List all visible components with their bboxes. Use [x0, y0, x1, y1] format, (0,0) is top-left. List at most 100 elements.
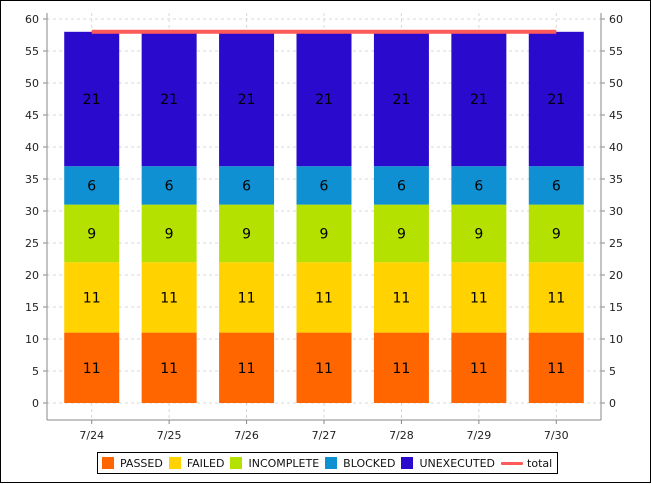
bar-blocked-7-29: [451, 166, 507, 205]
legend-swatch-unexecuted: [401, 457, 414, 469]
bar-incomplete-7-26: [219, 204, 275, 263]
bar-label-unexecuted-7-29: 21: [470, 92, 488, 108]
bar-label-unexecuted-7-25: 21: [160, 92, 178, 108]
ytick-label-right-20: 20: [609, 269, 623, 282]
bar-label-blocked-7-26: 6: [242, 178, 251, 194]
bar-label-blocked-7-24: 6: [87, 178, 96, 194]
chart-legend: PASSED FAILED INCOMPLETE BLOCKED UNEXECUTED t…: [97, 452, 559, 474]
ytick-label-left-60: 60: [25, 13, 39, 26]
bar-label-blocked-7-28: 6: [397, 178, 406, 194]
legend-label-unexecuted: UNEXECUTED: [419, 456, 496, 470]
bar-unexecuted-7-27: [296, 31, 352, 167]
xtick-label-7-25: 7/25: [157, 429, 182, 442]
bar-label-unexecuted-7-28: 21: [393, 92, 411, 108]
bar-label-passed-7-26: 11: [238, 361, 256, 377]
ytick-label-right-5: 5: [609, 365, 616, 378]
legend-swatch-incomplete: [230, 457, 243, 469]
bar-label-incomplete-7-27: 9: [320, 226, 329, 242]
ytick-label-left-30: 30: [25, 205, 39, 218]
bar-label-unexecuted-7-26: 21: [238, 92, 256, 108]
bar-unexecuted-7-30: [528, 31, 584, 167]
bar-unexecuted-7-29: [451, 31, 507, 167]
ytick-label-right-15: 15: [609, 301, 623, 314]
ytick-label-left-10: 10: [25, 333, 39, 346]
bar-unexecuted-7-28: [373, 31, 429, 167]
bar-failed-7-25: [141, 262, 197, 333]
ytick-label-left-0: 0: [32, 397, 39, 410]
legend-item-unexecuted: UNEXECUTED: [401, 457, 495, 470]
ytick-label-right-35: 35: [609, 173, 623, 186]
bar-label-unexecuted-7-24: 21: [83, 92, 101, 108]
ytick-label-right-25: 25: [609, 237, 623, 250]
bar-blocked-7-26: [219, 166, 275, 205]
legend-swatch-passed: [102, 457, 114, 469]
ytick-label-left-45: 45: [25, 109, 39, 122]
bar-incomplete-7-29: [451, 204, 507, 263]
ytick-label-right-40: 40: [609, 141, 623, 154]
bar-label-incomplete-7-30: 9: [552, 226, 561, 242]
bar-label-failed-7-30: 11: [547, 290, 565, 306]
bar-label-blocked-7-29: 6: [474, 178, 483, 194]
legend-swatch-total: [501, 461, 524, 465]
legend-item-failed: FAILED: [168, 456, 225, 470]
ytick-label-right-0: 0: [609, 397, 616, 410]
legend-label-passed: PASSED: [120, 456, 163, 470]
bar-blocked-7-24: [64, 166, 120, 205]
xtick-label-7-28: 7/28: [389, 429, 414, 442]
legend-label-failed: FAILED: [186, 456, 225, 470]
ytick-label-left-50: 50: [25, 77, 39, 90]
ytick-label-right-60: 60: [609, 13, 623, 26]
ytick-label-right-10: 10: [609, 333, 623, 346]
ytick-label-left-15: 15: [25, 301, 39, 314]
bar-failed-7-30: [528, 262, 584, 333]
bar-failed-7-24: [64, 262, 120, 333]
bar-label-blocked-7-30: 6: [552, 178, 561, 194]
bar-label-unexecuted-7-30: 21: [547, 92, 565, 108]
bar-unexecuted-7-24: [64, 31, 120, 167]
bar-unexecuted-7-26: [219, 31, 275, 167]
bar-passed-7-30: [528, 332, 584, 403]
xtick-label-7-27: 7/27: [312, 429, 337, 442]
bar-label-blocked-7-25: 6: [165, 178, 174, 194]
bar-label-failed-7-25: 11: [160, 290, 178, 306]
ytick-label-left-40: 40: [25, 141, 39, 154]
bar-passed-7-26: [219, 332, 275, 403]
bar-blocked-7-28: [373, 166, 429, 205]
bar-incomplete-7-28: [373, 204, 429, 263]
bar-passed-7-27: [296, 332, 352, 403]
bar-blocked-7-30: [528, 166, 584, 205]
bar-label-failed-7-28: 11: [393, 290, 411, 306]
bar-unexecuted-7-25: [141, 31, 197, 167]
legend-label-blocked: BLOCKED: [343, 456, 396, 470]
bar-label-passed-7-30: 11: [547, 361, 565, 377]
bar-label-incomplete-7-29: 9: [474, 226, 483, 242]
bar-passed-7-25: [141, 332, 197, 403]
legend-item-passed: PASSED: [102, 457, 163, 470]
xtick-label-7-29: 7/29: [467, 429, 492, 442]
legend-item-total: total: [501, 457, 552, 470]
bar-incomplete-7-27: [296, 204, 352, 263]
legend-swatch-blocked: [325, 457, 338, 469]
bar-incomplete-7-24: [64, 204, 120, 263]
bar-label-failed-7-29: 11: [470, 290, 488, 306]
ytick-label-left-25: 25: [25, 237, 39, 250]
xtick-label-7-30: 7/30: [544, 429, 569, 442]
bar-passed-7-28: [373, 332, 429, 403]
bar-label-failed-7-24: 11: [83, 290, 101, 306]
ytick-label-left-35: 35: [25, 173, 39, 186]
bar-failed-7-26: [219, 262, 275, 333]
legend-label-incomplete: INCOMPLETE: [248, 456, 320, 470]
xtick-label-7-26: 7/26: [234, 429, 259, 442]
bar-label-incomplete-7-28: 9: [397, 226, 406, 242]
bar-label-passed-7-27: 11: [315, 361, 333, 377]
bar-blocked-7-25: [141, 166, 197, 205]
bar-incomplete-7-25: [141, 204, 197, 263]
bar-label-incomplete-7-26: 9: [242, 226, 251, 242]
bar-label-failed-7-26: 11: [238, 290, 256, 306]
legend-label-total: total: [527, 456, 553, 470]
legend-item-blocked: BLOCKED: [325, 457, 395, 470]
bar-label-passed-7-28: 11: [393, 361, 411, 377]
ytick-label-right-30: 30: [609, 205, 623, 218]
